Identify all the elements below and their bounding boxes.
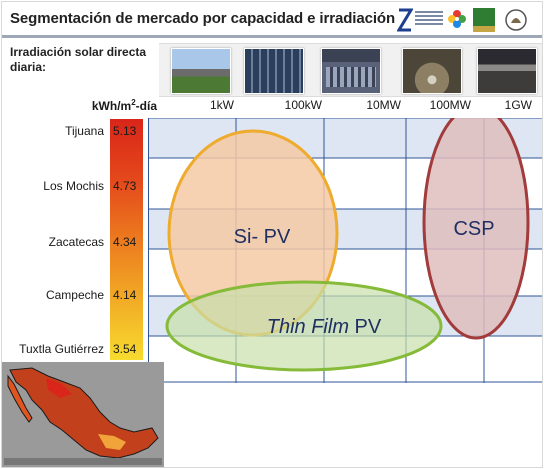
map-scale-band — [4, 458, 162, 465]
city-label: Campeche — [45, 288, 104, 302]
csp-region — [422, 118, 530, 340]
irradiation-value: 5.13 — [113, 124, 137, 138]
flower-logo — [448, 10, 466, 28]
thinfilm-pv-label: Thin Film PV — [267, 316, 382, 338]
capacity-label: 100kW — [284, 98, 322, 112]
photo-solar-tower — [402, 48, 462, 94]
sipv-label: Si- PV — [234, 226, 291, 248]
segmentation-grid: Si- PV CSP Thin Film PV — [148, 118, 542, 383]
irradiation-units-label: kWh/m2-día — [91, 98, 157, 113]
mexico-irradiation-map — [2, 362, 164, 467]
capacity-label: 10MW — [366, 98, 401, 112]
mexico-mainland-shape — [9, 367, 159, 459]
photo-residential-rooftop — [171, 48, 231, 94]
slide-title: Segmentación de mercado por capacidad e … — [10, 10, 396, 27]
baja-california-shape — [7, 374, 33, 423]
mexico-coat-of-arms-logo — [505, 9, 527, 31]
irradiation-label: Irradiación solar directa diaria: — [10, 45, 147, 74]
irradiation-value: 3.54 — [113, 342, 137, 356]
photo-utility-plant — [477, 48, 537, 94]
instituto-investigaciones-electricas-logo — [397, 8, 443, 32]
irradiation-value: 4.14 — [113, 288, 137, 302]
city-label: Los Mochis — [43, 179, 104, 193]
iie-mark-icon — [397, 8, 413, 32]
capacity-axis: 1kW 100kW 10MW 100MW 1GW — [152, 95, 542, 120]
city-label: Tijuana — [65, 124, 104, 138]
thinfilm-pv-region — [165, 280, 443, 372]
capacity-label: 1kW — [210, 98, 234, 112]
irradiation-value: 4.73 — [113, 179, 137, 193]
irradiation-value: 4.34 — [113, 235, 137, 249]
irradiation-color-scale — [110, 119, 143, 360]
northern-region-shape — [46, 378, 72, 398]
capacity-label: 1GW — [504, 98, 532, 112]
photo-commercial-rooftop — [244, 48, 304, 94]
city-label: Zacatecas — [48, 235, 104, 249]
capacity-label: 100MW — [429, 98, 471, 112]
photo-solar-farm — [321, 48, 381, 94]
city-label: Tuxtla Gutiérrez — [19, 342, 104, 356]
csp-label: CSP — [453, 218, 494, 240]
southern-region-shape — [98, 434, 126, 450]
title-underline — [2, 35, 542, 38]
installation-photo-strip — [159, 43, 542, 97]
secretaria-energia-logo — [473, 8, 495, 32]
